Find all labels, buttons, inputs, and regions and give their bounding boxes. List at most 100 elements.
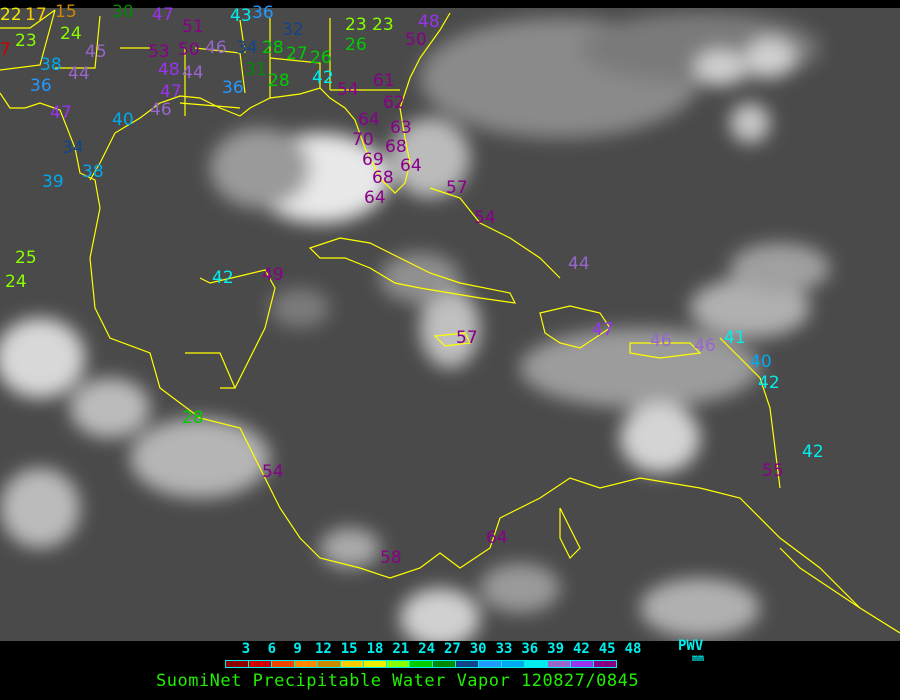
pwv-station-value: 57: [446, 178, 468, 198]
legend-swatch: [318, 661, 341, 667]
pwv-station-value: 22: [0, 5, 22, 25]
pwv-station-value: 42: [758, 373, 780, 393]
pwv-station-value: 63: [390, 118, 412, 138]
legend-swatch: [226, 661, 249, 667]
legend-tick: 6: [267, 641, 277, 657]
pwv-station-value: 69: [362, 150, 384, 170]
pwv-station-value: 45: [85, 42, 107, 62]
legend-swatch: [249, 661, 272, 667]
legend-color-bar: [225, 660, 617, 668]
pwv-station-value: 50: [405, 30, 427, 50]
pwv-station-value: 42: [212, 268, 234, 288]
pwv-station-value: 23: [15, 31, 37, 51]
pwv-station-value: 26: [310, 48, 332, 68]
pwv-station-value: 42: [802, 442, 824, 462]
satellite-map: [0, 8, 900, 641]
legend-swatch: [387, 661, 410, 667]
legend-swatch: [272, 661, 295, 667]
pwv-station-value: 64: [486, 528, 508, 548]
legend-tick: 9: [293, 641, 302, 657]
pwv-station-value: 42: [312, 68, 334, 88]
pwv-station-value: 64: [358, 110, 380, 130]
pwv-station-value: 32: [282, 20, 304, 40]
pwv-station-value: 36: [222, 78, 244, 98]
pwv-station-value: 51: [182, 17, 204, 37]
pwv-station-value: 23: [345, 15, 367, 35]
legend-swatch: [433, 661, 456, 667]
legend-unit-mm: mm: [692, 653, 705, 664]
pwv-station-value: 46: [205, 38, 227, 58]
pwv-station-value: 47: [160, 82, 182, 102]
map-title: SuomiNet Precipitable Water Vapor 120827…: [156, 671, 640, 691]
legend-swatch: [479, 661, 502, 667]
legend-unit-pwv: PWV: [678, 638, 704, 654]
pwv-station-value: 40: [750, 352, 772, 372]
pwv-station-value: 40: [112, 110, 134, 130]
legend-swatch: [594, 661, 616, 667]
pwv-station-value: 30: [112, 2, 134, 22]
pwv-station-value: 70: [352, 130, 374, 150]
pwv-station-value: 55: [762, 461, 784, 481]
pwv-station-value: 64: [364, 188, 386, 208]
pwv-station-value: 28: [182, 408, 204, 428]
legend-tick: 30: [469, 641, 487, 657]
pwv-station-value: 26: [345, 35, 367, 55]
pwv-station-value: 50: [178, 40, 200, 60]
pwv-station-value: 31: [245, 60, 267, 80]
pwv-station-value: 53: [148, 42, 170, 62]
pwv-station-value: 57: [456, 328, 478, 348]
pwv-station-value: 36: [252, 3, 274, 23]
pwv-station-value: 44: [568, 254, 590, 274]
pwv-station-value: 41: [724, 328, 746, 348]
pwv-station-value: 46: [650, 331, 672, 351]
legend-swatch: [548, 661, 571, 667]
pwv-station-value: 25: [15, 248, 37, 268]
pwv-station-value: 38: [82, 162, 104, 182]
legend-swatch: [410, 661, 433, 667]
legend-tick: 21: [392, 641, 410, 657]
legend-tick: 12: [314, 641, 332, 657]
pwv-station-value: 7: [0, 40, 11, 60]
pwv-station-value: 47: [152, 5, 174, 25]
coastlines: [0, 9, 900, 634]
pwv-station-value: 24: [5, 272, 27, 292]
pwv-station-value: 27: [286, 44, 308, 64]
legend-swatch: [571, 661, 594, 667]
pwv-station-value: 62: [383, 93, 405, 113]
pwv-station-value: 44: [182, 63, 204, 83]
pwv-station-value: 49: [262, 265, 284, 285]
legend-swatch: [341, 661, 364, 667]
pwv-station-value: 36: [30, 76, 52, 96]
cloud-cover: [0, 13, 830, 641]
legend-swatch: [364, 661, 387, 667]
pwv-station-value: 34: [236, 38, 258, 58]
pwv-station-value: 44: [68, 64, 90, 84]
legend-tick: 45: [598, 641, 616, 657]
pwv-station-value: 64: [400, 156, 422, 176]
legend-swatch: [295, 661, 318, 667]
pwv-station-value: 46: [694, 336, 716, 356]
legend-swatch: [525, 661, 548, 667]
pwv-station-value: 28: [262, 38, 284, 58]
legend-tick: 15: [340, 641, 358, 657]
pwv-station-value: 48: [158, 60, 180, 80]
pwv-station-value: 23: [372, 15, 394, 35]
legend-tick: 36: [521, 641, 539, 657]
legend-tick: 18: [366, 641, 384, 657]
legend-tick: 33: [495, 641, 513, 657]
pwv-station-value: 61: [373, 71, 395, 91]
pwv-station-value: 48: [418, 12, 440, 32]
pwv-station-value: 58: [380, 548, 402, 568]
pwv-station-value: 54: [262, 462, 284, 482]
legend-tick: 48: [624, 641, 642, 657]
pwv-station-value: 28: [268, 71, 290, 91]
pwv-station-value: 47: [50, 103, 72, 123]
legend-tick: 27: [443, 641, 461, 657]
legend-tick: 39: [547, 641, 565, 657]
legend-swatch: [456, 661, 479, 667]
pwv-station-value: 47: [592, 320, 614, 340]
legend-tick: 42: [572, 641, 590, 657]
pwv-station-value: 38: [40, 55, 62, 75]
pwv-station-value: 46: [150, 100, 172, 120]
station-labels: 22 17 15 30 47 51 43 36 23 23 48 26 50 53 50 46 34 32 28 27…: [0, 2, 824, 568]
